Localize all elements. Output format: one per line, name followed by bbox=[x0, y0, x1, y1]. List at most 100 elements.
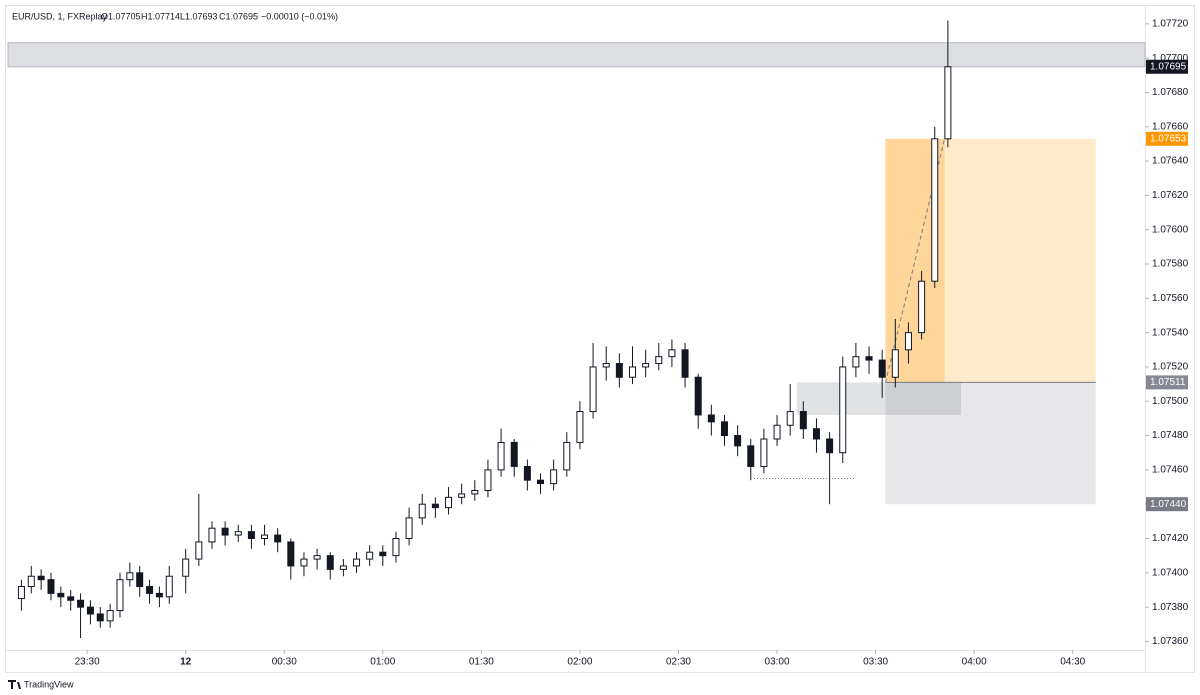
y-tick-label: 1.07720 bbox=[1152, 19, 1189, 30]
candle-body bbox=[195, 541, 203, 560]
y-tick-label: 1.07560 bbox=[1152, 293, 1189, 304]
candle-body bbox=[445, 496, 453, 509]
candle-body bbox=[96, 613, 104, 622]
candle-body bbox=[799, 411, 807, 430]
y-tick-label: 1.07640 bbox=[1152, 156, 1189, 167]
candle-body bbox=[878, 359, 886, 378]
candle-body bbox=[786, 411, 794, 426]
candle-body bbox=[116, 579, 124, 612]
candle-body bbox=[760, 438, 768, 467]
candle-body bbox=[773, 424, 781, 440]
candle-body bbox=[57, 592, 65, 598]
range-box bbox=[796, 382, 962, 415]
candle-body bbox=[839, 366, 847, 454]
candle-body bbox=[589, 366, 597, 413]
candle-body bbox=[484, 469, 492, 491]
candle-body bbox=[126, 572, 134, 581]
candle-body bbox=[86, 606, 94, 615]
y-tick-label: 1.07420 bbox=[1152, 533, 1189, 544]
candle-body bbox=[234, 531, 242, 536]
y-tick-label: 1.07400 bbox=[1152, 567, 1189, 578]
entry-label-bg bbox=[1146, 375, 1188, 390]
stop-label: 1.07440 bbox=[1150, 499, 1187, 510]
y-tick-label: 1.07660 bbox=[1152, 121, 1189, 132]
candle-body bbox=[405, 517, 413, 539]
stop-label-bg bbox=[1146, 497, 1188, 512]
y-tick-label: 1.07460 bbox=[1152, 465, 1189, 476]
candle-body bbox=[510, 441, 518, 467]
y-tick-label: 1.07540 bbox=[1152, 327, 1189, 338]
x-tick-label: 02:00 bbox=[567, 657, 592, 668]
candle-body bbox=[287, 541, 295, 567]
candle-body bbox=[313, 555, 321, 560]
target-area bbox=[885, 138, 1096, 383]
ohlc-open: O1.07705 bbox=[101, 11, 141, 21]
candle-body bbox=[67, 596, 75, 601]
candle-body bbox=[707, 414, 715, 423]
candle-body bbox=[852, 356, 860, 368]
y-tick-label: 1.07620 bbox=[1152, 190, 1189, 201]
x-tick-label: 12 bbox=[180, 657, 192, 668]
x-tick-label: 23:30 bbox=[75, 657, 100, 668]
target-label-bg bbox=[1146, 131, 1188, 146]
candle-body bbox=[537, 479, 545, 485]
candle-body bbox=[339, 565, 347, 570]
candle-body bbox=[550, 469, 558, 485]
target-label: 1.07653 bbox=[1150, 133, 1187, 144]
x-tick-label: 04:00 bbox=[962, 657, 987, 668]
candle-body bbox=[379, 551, 387, 557]
candle-body bbox=[418, 503, 426, 519]
brand: TradingView bbox=[8, 679, 74, 689]
header: EUR/USD, 1, FXReplay O1.07705 H1.07714 L… bbox=[12, 11, 338, 21]
candle-body bbox=[353, 558, 361, 567]
candle-body bbox=[812, 428, 820, 440]
y-tick-label: 1.07380 bbox=[1152, 602, 1189, 613]
candle-body bbox=[392, 537, 400, 557]
candle-body bbox=[182, 558, 190, 577]
candle-body bbox=[17, 586, 25, 600]
candle-body bbox=[155, 592, 163, 598]
candle-body bbox=[106, 610, 114, 622]
candle-body bbox=[136, 572, 144, 588]
x-tick-label: 00:30 bbox=[272, 657, 297, 668]
plot-area bbox=[7, 20, 1146, 638]
candle-body bbox=[891, 349, 899, 378]
x-tick-label: 01:00 bbox=[370, 657, 395, 668]
candle-body bbox=[247, 531, 255, 539]
candle-body bbox=[904, 332, 912, 351]
candle-body bbox=[431, 503, 439, 509]
brand-logo bbox=[8, 680, 21, 689]
candle-body bbox=[615, 363, 623, 378]
candle-body bbox=[734, 435, 742, 447]
y-tick-label: 1.07500 bbox=[1152, 396, 1189, 407]
candle-body bbox=[918, 280, 926, 334]
y-tick-label: 1.07600 bbox=[1152, 224, 1189, 235]
candle-body bbox=[326, 555, 334, 570]
change: −0.00010 (−0.01%) bbox=[261, 11, 338, 21]
candle-body bbox=[458, 493, 466, 498]
frame bbox=[5, 5, 1195, 673]
candle-body bbox=[221, 527, 229, 536]
y-tick-label: 1.07580 bbox=[1152, 259, 1189, 270]
candle-body bbox=[208, 527, 216, 543]
candle-body bbox=[523, 465, 531, 481]
candle-body bbox=[576, 411, 584, 443]
candle-body bbox=[497, 441, 505, 471]
y-tick-label: 1.07680 bbox=[1152, 87, 1189, 98]
x-tick-label: 02:30 bbox=[666, 657, 691, 668]
last-price-label: 1.07695 bbox=[1150, 61, 1187, 72]
candle-body bbox=[865, 356, 873, 361]
y-tick-label: 1.07480 bbox=[1152, 430, 1189, 441]
candle-body bbox=[668, 349, 676, 358]
x-tick-label: 04:30 bbox=[1060, 657, 1085, 668]
candle-body bbox=[694, 376, 702, 416]
price-zone bbox=[7, 42, 1146, 68]
candle-body bbox=[681, 349, 689, 378]
candle-body bbox=[826, 438, 834, 454]
candle-body bbox=[274, 534, 282, 543]
candle-body bbox=[77, 599, 85, 608]
ohlc-low: L1.07693 bbox=[180, 11, 218, 21]
y-tick-label: 1.07520 bbox=[1152, 362, 1189, 373]
y-tick-label: 1.07700 bbox=[1152, 53, 1189, 64]
